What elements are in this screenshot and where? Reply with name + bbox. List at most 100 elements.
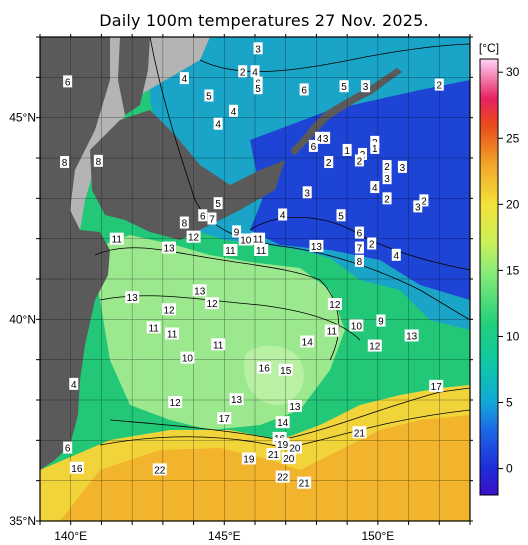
label-value: 11	[112, 235, 123, 246]
label-box	[223, 243, 238, 256]
temperature-label: 3	[397, 160, 407, 174]
label-box	[382, 192, 392, 205]
label-value: 10	[351, 321, 363, 332]
temperature-label: 11	[146, 321, 161, 334]
temperature-label: 5	[339, 80, 349, 93]
label-box	[211, 338, 226, 351]
temperature-label: 10	[238, 233, 253, 246]
label-value: 2	[326, 158, 332, 169]
x-tick-label: 145°E	[208, 529, 241, 543]
label-value: 5	[338, 211, 344, 222]
label-box	[253, 42, 263, 55]
label-box	[278, 208, 288, 221]
label-value: 11	[256, 246, 267, 257]
temperature-label: 8	[60, 156, 70, 169]
label-box	[198, 209, 208, 222]
temperature-label: 7	[207, 212, 217, 226]
temperature-label: 4	[179, 72, 189, 85]
label-value: 2	[384, 194, 390, 205]
label-box	[315, 131, 324, 144]
temperature-label: 12	[205, 297, 219, 310]
temperature-label: 7	[354, 241, 364, 255]
temperature-label: 8	[354, 254, 364, 268]
axis-ticks	[36, 34, 473, 525]
label-value: 13	[311, 242, 323, 253]
colorbar-bar	[479, 58, 499, 496]
colorbar-tick-label: 25	[506, 131, 520, 145]
label-value: 16	[71, 464, 83, 475]
y-tick-label: 35°N	[9, 514, 36, 528]
label-box	[339, 80, 349, 93]
y-tick-label: 40°N	[9, 312, 36, 326]
temperature-label: 6	[299, 83, 309, 96]
label-box	[299, 83, 309, 96]
colorbar-unit: [°C]	[479, 41, 499, 55]
label-value: 17	[219, 414, 231, 425]
label-value: 12	[329, 300, 341, 311]
x-tick-label: 150°E	[361, 529, 394, 543]
label-box	[352, 426, 367, 439]
label-value: 4	[372, 183, 378, 194]
label-box	[382, 160, 392, 173]
contour-labels: 3642465565324443621312223388432567452381…	[60, 42, 444, 490]
label-value: 8	[62, 158, 68, 169]
temperature-label: 12	[162, 303, 176, 316]
label-box	[275, 416, 290, 429]
label-box	[213, 197, 223, 210]
label-box	[241, 452, 256, 465]
label-value: 7	[209, 215, 215, 226]
label-value: 2	[421, 196, 427, 207]
temperature-label: 13	[162, 241, 176, 255]
temperature-label: 12	[168, 396, 183, 409]
label-value: 2	[357, 156, 363, 167]
label-value: 2	[369, 240, 375, 251]
temperature-label: 16	[257, 361, 272, 375]
label-box	[278, 363, 293, 376]
label-value: 19	[243, 454, 255, 465]
label-value: 3	[415, 202, 421, 213]
label-value: 21	[299, 479, 311, 490]
label-value: 10	[240, 235, 252, 246]
label-box	[297, 476, 312, 489]
temperature-label: 9	[232, 225, 242, 238]
label-value: 13	[127, 293, 139, 304]
label-box	[336, 209, 346, 222]
land-honshu	[40, 37, 110, 470]
temperature-label: 2	[238, 65, 248, 78]
temperature-label: 2	[354, 154, 364, 167]
colorbar-tick-label: 30	[506, 65, 520, 79]
label-box	[125, 291, 140, 304]
label-box	[321, 131, 331, 144]
temperature-label: 20	[281, 452, 296, 465]
y-tick-label: 45°N	[9, 111, 36, 125]
label-value: 3	[255, 44, 261, 55]
temperature-label: 11	[165, 327, 180, 340]
label-value: 13	[406, 331, 418, 342]
label-value: 6	[65, 444, 71, 455]
label-value: 6	[200, 211, 206, 222]
label-value: 20	[289, 444, 301, 455]
colorbar-tick-label: 15	[506, 263, 520, 277]
label-box	[205, 297, 219, 310]
label-box	[60, 156, 70, 169]
temperature-label: 2	[419, 194, 429, 207]
label-box	[251, 232, 266, 245]
label-box	[93, 154, 103, 167]
label-box	[250, 65, 260, 78]
colorbar-tick-label: 20	[506, 197, 520, 211]
temperature-label: 8	[93, 154, 103, 168]
label-box	[354, 226, 364, 239]
x-tick-label: 140°E	[54, 529, 87, 543]
label-value: 20	[283, 454, 295, 465]
label-value: 16	[259, 364, 271, 375]
label-value: 11	[225, 246, 236, 257]
temperature-label: 17	[217, 412, 232, 425]
label-value: 15	[280, 366, 292, 377]
label-value: 4	[394, 251, 400, 262]
label-value: 4	[182, 74, 188, 85]
label-box	[109, 232, 124, 245]
temperature-label: 11	[211, 338, 226, 351]
label-value: 10	[182, 354, 194, 365]
warm-core-region	[244, 345, 304, 405]
label-box	[204, 89, 214, 102]
